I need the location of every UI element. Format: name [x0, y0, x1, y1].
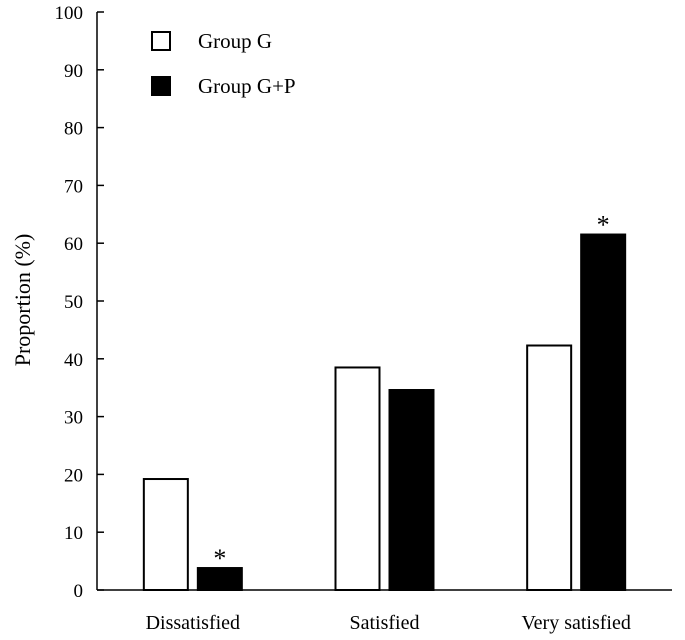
bar-group-g-dissatisfied	[142, 478, 189, 591]
y-tick-label: 80	[64, 119, 83, 140]
legend-swatch-group-g-p	[151, 76, 171, 96]
x-category-label: Very satisfied	[521, 612, 630, 634]
annotations: **	[213, 211, 609, 574]
y-tick-label: 100	[55, 3, 84, 24]
y-tick-label: 50	[64, 292, 83, 313]
y-tick-label: 10	[64, 523, 83, 544]
y-tick-label: 90	[64, 61, 83, 82]
legend-label-group-g-p: Group G+P	[198, 74, 296, 98]
x-category-label: Dissatisfied	[146, 612, 240, 634]
bar-group-g-very-satisfied	[526, 344, 573, 592]
bar-group-g-satisfied	[334, 366, 381, 591]
y-tick-label: 40	[64, 350, 83, 371]
y-ticks: 0 10 20 30 40 50 60 70 80 90 100	[55, 3, 104, 602]
y-tick-label: 30	[64, 408, 83, 429]
bar-group-g-p-satisfied	[388, 389, 435, 591]
y-tick-label: 70	[64, 176, 83, 197]
significance-asterisk: *	[597, 211, 610, 240]
bars	[142, 233, 627, 592]
category-labels: Dissatisfied Satisfied Very satisfied	[146, 612, 631, 634]
y-tick-label: 60	[64, 234, 83, 255]
bar-group-g-p-very-satisfied	[580, 233, 627, 591]
y-axis-label: Proportion (%)	[10, 234, 35, 367]
x-category-label: Satisfied	[350, 612, 420, 634]
legend: Group G Group G+P	[151, 29, 296, 98]
bar-group-g-p-dissatisfied	[196, 567, 243, 592]
significance-asterisk: *	[213, 544, 226, 573]
y-tick-label: 0	[74, 581, 84, 602]
legend-label-group-g: Group G	[198, 29, 272, 53]
y-tick-label: 20	[64, 465, 83, 486]
legend-swatch-group-g	[151, 31, 171, 51]
